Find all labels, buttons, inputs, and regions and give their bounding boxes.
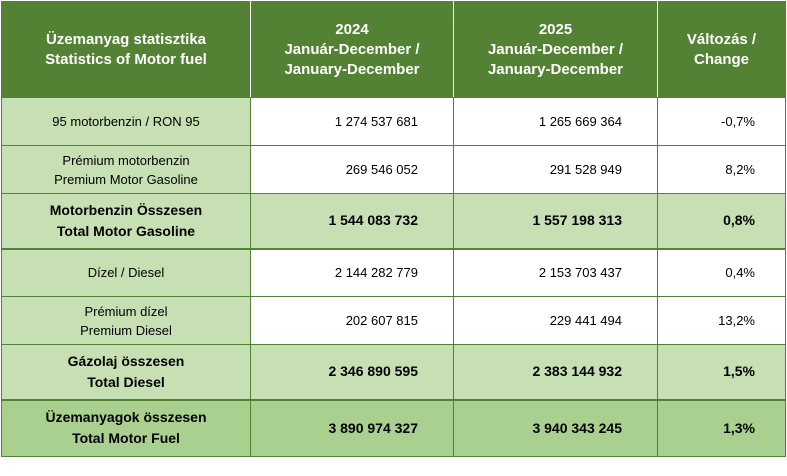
table-row-premium-gasoline: Prémium motorbenzin Premium Motor Gasoli… (1, 145, 786, 194)
header-change-en: Change (693, 50, 749, 68)
header-2025-period-hu: Január-December / (487, 40, 624, 58)
row-label: Prémium motorbenzin Premium Motor Gasoli… (1, 145, 251, 194)
row-label-hu: Gázolaj összesen (67, 352, 185, 369)
row-label-en: Total Motor Fuel (72, 430, 180, 447)
change-value: 1,5% (657, 344, 786, 400)
row-label-hu: Prémium motorbenzin (62, 152, 190, 168)
table-row-ron95: 95 motorbenzin / RON 95 1 274 537 681 1 … (1, 97, 786, 146)
header-change: Változás / Change (657, 1, 786, 98)
table-row-premium-diesel: Prémium dízel Premium Diesel 202 607 815… (1, 296, 786, 345)
row-label-en: Total Diesel (87, 373, 165, 390)
header-2024-year: 2024 (335, 20, 369, 38)
change-value: 8,2% (657, 145, 786, 194)
table-row-total-diesel: Gázolaj összesen Total Diesel 2 346 890 … (1, 344, 786, 400)
table-row-total-gasoline: Motorbenzin Összesen Total Motor Gasolin… (1, 193, 786, 249)
header-2025-year: 2025 (538, 20, 573, 38)
header-row: Üzemanyag statisztika Statistics of Moto… (1, 1, 786, 98)
header-2025: 2025 Január-December / January-December (453, 1, 658, 98)
row-label-en: Total Motor Gasoline (56, 222, 196, 239)
row-label-hu: Üzemanyagok összesen (45, 409, 207, 426)
change-value: 0,8% (657, 193, 786, 249)
value-2025: 1 265 669 364 (453, 97, 658, 146)
row-label: Üzemanyagok összesen Total Motor Fuel (1, 398, 251, 457)
row-label-text: Dízel / Diesel (87, 265, 165, 281)
value-2025: 2 153 703 437 (453, 247, 658, 297)
row-label-hu: Prémium dízel (84, 303, 168, 319)
header-2025-period-en: January-December (487, 60, 624, 78)
value-2024: 1 544 083 732 (250, 193, 454, 249)
row-label-en: Premium Diesel (80, 322, 172, 338)
row-label: Motorbenzin Összesen Total Motor Gasolin… (1, 193, 251, 249)
header-statistics-en: Statistics of Motor fuel (45, 50, 207, 68)
change-value: 13,2% (657, 296, 786, 345)
value-2025: 3 940 343 245 (453, 398, 658, 457)
value-2025: 229 441 494 (453, 296, 658, 345)
value-2024: 3 890 974 327 (250, 398, 454, 457)
value-2024: 1 274 537 681 (250, 97, 454, 146)
table-row-total-motor-fuel: Üzemanyagok összesen Total Motor Fuel 3 … (1, 398, 786, 457)
header-2024: 2024 Január-December / January-December (250, 1, 454, 98)
row-label: Dízel / Diesel (1, 247, 251, 297)
row-label-en: Premium Motor Gasoline (54, 171, 198, 187)
value-2025: 2 383 144 932 (453, 344, 658, 400)
value-2025: 291 528 949 (453, 145, 658, 194)
value-2024: 2 144 282 779 (250, 247, 454, 297)
row-label: 95 motorbenzin / RON 95 (1, 97, 251, 146)
value-2025: 1 557 198 313 (453, 193, 658, 249)
header-2024-period-hu: Január-December / (284, 40, 420, 58)
row-label: Gázolaj összesen Total Diesel (1, 344, 251, 400)
change-value: 1,3% (657, 398, 786, 457)
change-value: -0,7% (657, 97, 786, 146)
header-2024-period-en: January-December (284, 60, 420, 78)
fuel-statistics-table: Üzemanyag statisztika Statistics of Moto… (1, 1, 786, 457)
value-2024: 269 546 052 (250, 145, 454, 194)
table-row-diesel: Dízel / Diesel 2 144 282 779 2 153 703 4… (1, 247, 786, 297)
header-statistics: Üzemanyag statisztika Statistics of Moto… (1, 1, 251, 98)
row-label: Prémium dízel Premium Diesel (1, 296, 251, 345)
header-statistics-hu: Üzemanyag statisztika (45, 30, 207, 48)
change-value: 0,4% (657, 247, 786, 297)
value-2024: 2 346 890 595 (250, 344, 454, 400)
row-label-hu: Motorbenzin Összesen (49, 201, 203, 218)
row-label-text: 95 motorbenzin / RON 95 (52, 114, 200, 129)
header-change-hu: Változás / (686, 30, 757, 48)
value-2024: 202 607 815 (250, 296, 454, 345)
